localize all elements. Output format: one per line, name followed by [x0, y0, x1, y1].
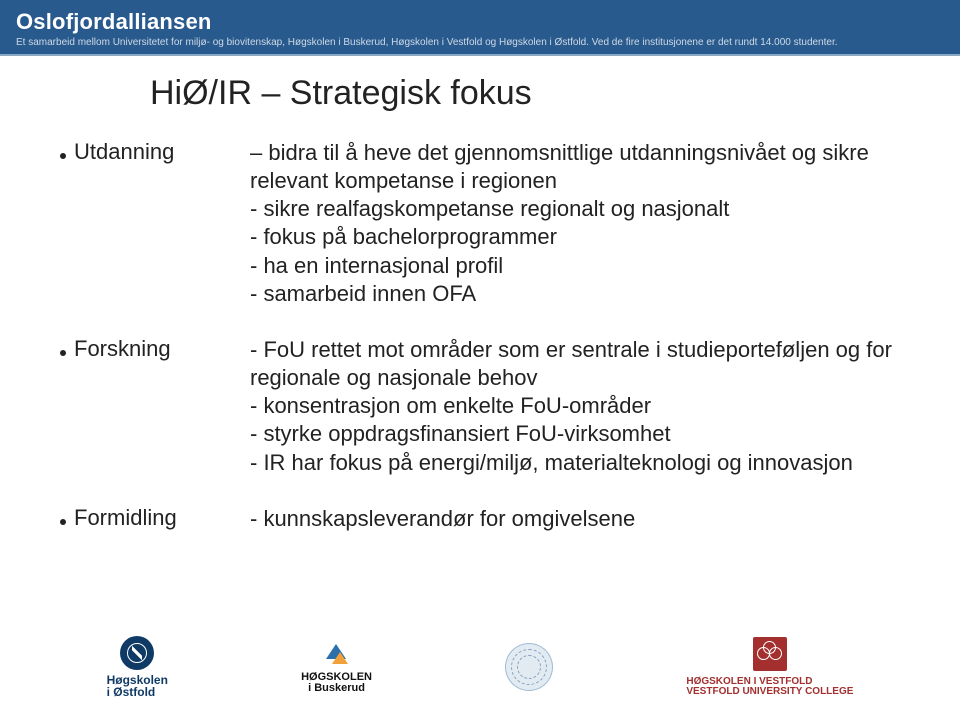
list-item: Utdanning – bidra til å heve det gjennom… [60, 139, 900, 308]
umb-logo [505, 643, 553, 691]
list-item: Formidling - kunnskapsleverandør for omg… [60, 505, 900, 533]
item-label: Utdanning [74, 139, 174, 165]
slide-title: HiØ/IR – Strategisk fokus [150, 74, 900, 113]
header-bar: Oslofjordalliansen Et samarbeid mellom U… [0, 0, 960, 56]
list-item: Forskning - FoU rettet mot områder som e… [60, 336, 900, 477]
header-subtitle: Et samarbeid mellom Universitetet for mi… [16, 37, 944, 48]
header-divider [0, 54, 960, 56]
vestfold-icon [753, 637, 787, 671]
ostfold-logo: Høgskolen i Østfold [107, 636, 168, 698]
detail-line: - kunnskapsleverandør for omgivelsene [250, 505, 900, 533]
detail-line: - IR har fokus på energi/miljø, material… [250, 449, 900, 477]
umb-icon [505, 643, 553, 691]
item-detail: - kunnskapsleverandør for omgivelsene [250, 505, 900, 533]
bullet-list: Utdanning – bidra til å heve det gjennom… [60, 139, 900, 533]
buskerud-logo: HØGSKOLEN i Buskerud [301, 640, 372, 694]
item-label: Forskning [74, 336, 171, 362]
slide-body: HiØ/IR – Strategisk fokus Utdanning – bi… [0, 56, 960, 616]
buskerud-icon [322, 640, 352, 670]
item-label: Formidling [74, 505, 177, 531]
detail-line: - styrke oppdragsfinansiert FoU-virksomh… [250, 420, 900, 448]
detail-line: - sikre realfagskompetanse regionalt og … [250, 195, 900, 223]
ostfold-label: i Østfold [107, 686, 168, 698]
detail-line: - samarbeid innen OFA [250, 280, 900, 308]
bullet-icon [60, 519, 66, 525]
bullet-icon [60, 153, 66, 159]
item-detail: - FoU rettet mot områder som er sentrale… [250, 336, 900, 477]
bullet-icon [60, 350, 66, 356]
footer-logos: Høgskolen i Østfold HØGSKOLEN i Buskerud… [0, 617, 960, 717]
detail-line: - ha en internasjonal profil [250, 252, 900, 280]
detail-line: – bidra til å heve det gjennomsnittlige … [250, 139, 900, 195]
ostfold-icon [120, 636, 154, 670]
detail-line: - FoU rettet mot områder som er sentrale… [250, 336, 900, 392]
vestfold-label: VESTFOLD UNIVERSITY COLLEGE [686, 687, 853, 698]
buskerud-label: i Buskerud [308, 682, 365, 694]
header-title: Oslofjordalliansen [16, 9, 944, 35]
detail-line: - fokus på bachelorprogrammer [250, 223, 900, 251]
detail-line: - konsentrasjon om enkelte FoU-områder [250, 392, 900, 420]
vestfold-logo: HØGSKOLEN I VESTFOLD VESTFOLD UNIVERSITY… [686, 637, 853, 698]
item-detail: – bidra til å heve det gjennomsnittlige … [250, 139, 900, 308]
